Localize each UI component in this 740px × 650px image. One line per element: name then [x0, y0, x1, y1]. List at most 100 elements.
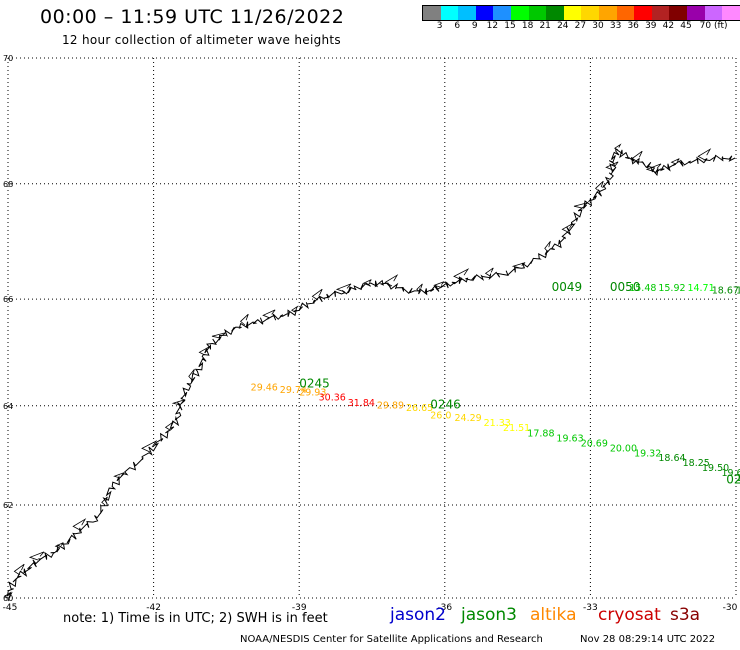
wave-height-label: 26.0	[430, 411, 451, 422]
color-swatch-9	[581, 6, 599, 20]
color-scale-labels: 3 6 9 12 15 18 21 24 27 30 33 36 39 42 45 70 (ft)	[422, 21, 732, 33]
map-subtitle: 12 hour collection of altimeter wave hei…	[62, 33, 341, 47]
wave-height-label: 21.51	[503, 423, 530, 434]
wave-height-label: 15.48	[629, 283, 656, 294]
fjord-path	[670, 158, 680, 165]
wave-height-label: 30.36	[319, 393, 346, 404]
wave-height-label: 26.65	[406, 403, 433, 414]
satellite-legend-jason2: jason2	[390, 605, 446, 625]
pass-time-label: 0247	[726, 472, 740, 486]
fjord-path	[311, 288, 323, 301]
color-scale-label: 27	[574, 21, 587, 31]
wave-height-label: 19.74	[736, 473, 740, 484]
color-swatch-10	[598, 6, 617, 20]
fjord-path	[198, 345, 211, 356]
satellite-legend-jason3: jason3	[461, 605, 517, 625]
color-scale-label: 39	[645, 21, 657, 31]
color-swatch-8	[563, 6, 582, 20]
satellite-legend-cryosat: cryosat	[598, 605, 661, 625]
fjord-path	[28, 551, 45, 561]
fjord-path	[239, 313, 249, 326]
color-swatch-11	[616, 6, 635, 20]
color-swatch-0	[423, 6, 441, 20]
color-scale-label: 42	[662, 21, 675, 31]
wave-height-label: 14.71	[687, 283, 714, 294]
satellite-legend-s3a: s3a	[670, 605, 701, 625]
color-scale	[422, 5, 740, 21]
lat-lon-grid	[7, 57, 737, 599]
fjord-path	[262, 309, 276, 319]
wave-height-label: 29.89	[377, 400, 404, 411]
wave-height-label: 15.92	[658, 283, 685, 294]
lon-tick-label: -33	[583, 603, 598, 613]
fjord-path	[614, 143, 622, 151]
timestamp: Nov 28 08:29:14 UTC 2022	[580, 634, 716, 645]
satellite-legend-altika: altika	[530, 605, 577, 625]
fjord-path	[72, 518, 87, 531]
color-swatch-15	[686, 6, 705, 20]
wave-height-label: 18.25	[683, 458, 710, 469]
wave-height-label: 18.03	[736, 286, 740, 297]
fjord-path	[605, 161, 619, 171]
wave-height-label: 21.33	[484, 418, 511, 429]
lon-tick-label: -39	[292, 603, 307, 613]
lat-tick-label: 64	[3, 402, 13, 411]
color-swatch-2	[458, 6, 476, 20]
color-swatch-4	[493, 6, 511, 20]
color-scale-label: 6	[454, 21, 461, 31]
fjord-path	[594, 180, 604, 193]
lat-tick-label: 70	[3, 54, 13, 63]
color-scale-label: 45	[680, 21, 692, 31]
fjord-path	[631, 150, 643, 163]
fjord-path	[484, 267, 494, 277]
color-swatch-3	[475, 6, 494, 20]
pass-time-label: 0050	[610, 280, 641, 294]
fjord-path	[453, 268, 470, 281]
fjord-path	[101, 496, 108, 506]
fjord-path	[164, 421, 174, 431]
fjord-path	[335, 283, 352, 293]
wave-height-label: 17.88	[527, 428, 554, 439]
pass-time-label: 0245	[299, 377, 330, 391]
color-scale-label: 24	[557, 21, 569, 31]
wave-height-label: 19.32	[634, 448, 661, 459]
fjord-path	[362, 279, 372, 286]
color-swatch-12	[634, 6, 652, 20]
color-scale-label: 12	[486, 21, 499, 31]
color-swatch-6	[528, 6, 547, 20]
color-swatch-17	[722, 6, 740, 20]
wave-height-label: 18.64	[658, 453, 685, 464]
lon-tick-label: -45	[3, 603, 18, 613]
wave-height-label: 24.29	[455, 413, 482, 424]
fjord-path	[384, 274, 399, 287]
pass-time-label: 0049	[552, 280, 583, 294]
fjord-path	[544, 240, 551, 253]
color-scale-label: 15	[504, 21, 516, 31]
wave-height-label: 20.00	[610, 443, 637, 454]
fjord-path	[433, 281, 445, 288]
fjord-path	[13, 563, 25, 576]
wave-height-label: 19.61	[721, 468, 740, 479]
wave-height-label: 18.67	[712, 286, 739, 297]
lat-tick-label: 60	[3, 594, 13, 603]
wave-height-label: 31.84	[348, 398, 375, 409]
lon-tick-label: -42	[146, 603, 161, 613]
credit: NOAA/NESDIS Center for Satellite Applica…	[240, 634, 543, 645]
lon-tick-label: -30	[723, 603, 738, 613]
fjord-path	[416, 283, 423, 293]
wave-height-label: 29.46	[251, 382, 278, 393]
color-scale-label: 18	[521, 21, 534, 31]
wave-height-label: 19.63	[556, 433, 583, 444]
color-scale-label: 70 (ft)	[699, 21, 728, 31]
color-swatch-13	[651, 6, 670, 20]
lat-tick-label: 62	[3, 501, 13, 510]
fjord-path	[561, 222, 574, 233]
fjord-path	[171, 399, 186, 406]
wave-height-label: 20.69	[581, 438, 608, 449]
coastline-path	[6, 147, 736, 602]
color-swatch-14	[669, 6, 687, 20]
fjord-path	[211, 332, 227, 339]
lon-tick-label: -36	[437, 603, 452, 613]
color-swatch-7	[546, 6, 564, 20]
